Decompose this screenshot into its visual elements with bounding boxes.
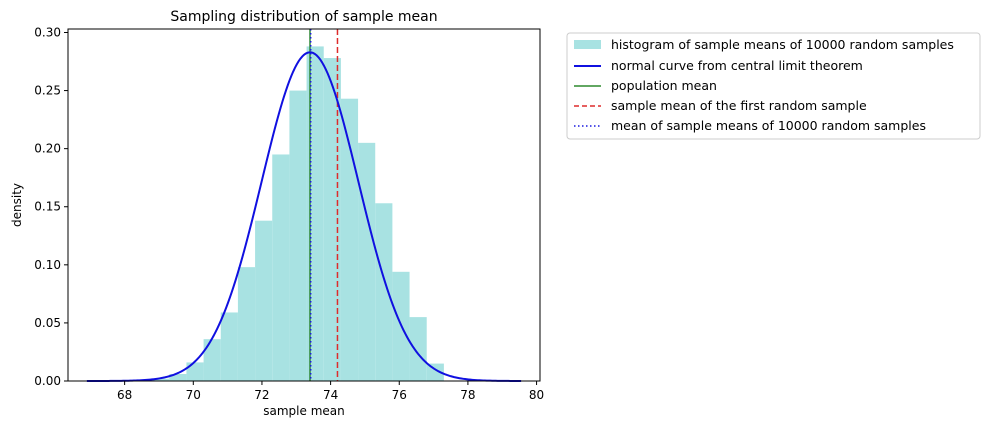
histogram-bars [152, 46, 444, 381]
x-axis: 68 70 72 74 76 78 80 [117, 381, 544, 402]
legend-label-normal-curve: normal curve from central limit theorem [611, 58, 863, 73]
plot-area [67, 28, 541, 382]
x-tick-label: 74 [323, 388, 338, 402]
histogram-bar [323, 58, 341, 381]
x-tick-label: 76 [392, 388, 407, 402]
y-axis: 0.00 0.05 0.10 0.15 0.20 0.25 0.30 [34, 25, 68, 388]
normal-curve [86, 51, 522, 382]
y-axis-label: density [10, 183, 24, 227]
x-tick-label: 78 [460, 388, 475, 402]
legend-item-mean-of-sample-means: mean of sample means of 10000 random sam… [574, 118, 926, 133]
x-axis-label: sample mean [263, 404, 344, 418]
y-tick-label: 0.05 [34, 316, 61, 330]
histogram-bar [152, 378, 170, 381]
histogram-bar [409, 317, 427, 381]
legend-item-histogram: histogram of sample means of 10000 rando… [574, 37, 954, 52]
y-tick-label: 0.15 [34, 200, 61, 214]
histogram-bar [272, 154, 290, 381]
histogram-bar [358, 142, 376, 381]
legend-item-population-mean: population mean [574, 78, 717, 93]
legend-label-population-mean: population mean [611, 78, 717, 93]
vertical-lines [309, 29, 339, 381]
histogram-bar [169, 374, 187, 381]
histogram-bar [220, 312, 238, 381]
y-tick-label: 0.20 [34, 142, 61, 156]
legend-label-histogram: histogram of sample means of 10000 rando… [611, 37, 954, 52]
legend-frame [566, 32, 981, 140]
y-tick-label: 0.00 [34, 374, 61, 388]
x-tick-label: 68 [117, 388, 132, 402]
y-tick-label: 0.10 [34, 258, 61, 272]
histogram-bar [375, 203, 393, 381]
legend-item-first-sample-mean: sample mean of the first random sample [574, 98, 867, 113]
legend-item-normal-curve: normal curve from central limit theorem [574, 58, 863, 73]
legend-label-first-sample-mean: sample mean of the first random sample [611, 98, 867, 113]
x-tick-label: 80 [529, 388, 544, 402]
histogram-bar [340, 98, 359, 381]
histogram-bar [186, 362, 204, 381]
plot-frame [67, 28, 541, 382]
y-tick-label: 0.30 [34, 25, 61, 39]
histogram-bar [289, 90, 307, 381]
legend-label-mean-of-sample-means: mean of sample means of 10000 random sam… [611, 118, 926, 133]
histogram-bar [203, 339, 221, 381]
x-tick-label: 72 [254, 388, 269, 402]
chart-title: Sampling distribution of sample mean [170, 9, 437, 25]
histogram-bar [426, 363, 444, 381]
histogram-bar [255, 220, 273, 381]
legend-swatch-histogram [574, 40, 601, 49]
histogram-bar [237, 267, 256, 381]
y-tick-label: 0.25 [34, 84, 61, 98]
histogram-bar [306, 46, 324, 381]
legend: histogram of sample means of 10000 rando… [566, 32, 981, 140]
x-tick-label: 70 [186, 388, 201, 402]
